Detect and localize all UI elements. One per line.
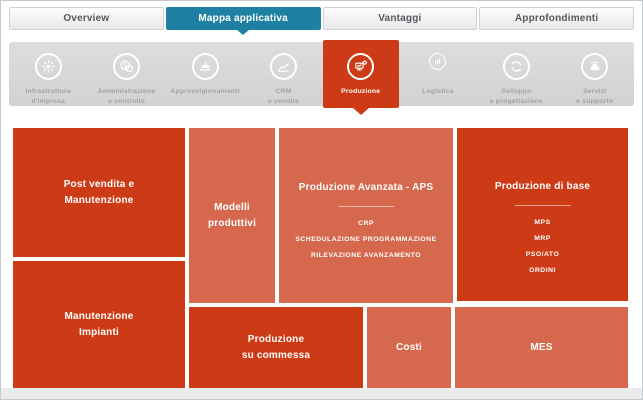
nav-item-approvvigionamenti[interactable]: Approvvigionamenti [166, 42, 244, 106]
nav-item-label: CRM e vendite [267, 88, 300, 105]
divider [514, 205, 571, 206]
block-title: MES [530, 342, 553, 353]
application-map: Post vendita e Manutenzione Manutenzione… [13, 128, 628, 389]
block-item: MPS [534, 219, 551, 226]
block-produzione-su-commessa[interactable]: Produzione su commessa [189, 307, 363, 389]
block-item: SCHEDULAZIONE PROGRAMMAZIONE [295, 236, 437, 243]
nav-item-label: Servizi e supporto [576, 88, 614, 105]
sync-arrows-icon [502, 53, 530, 80]
block-item: PSO/ATO [525, 251, 560, 258]
block-produzione-avanzata-aps[interactable]: Produzione Avanzata - APS CRP SCHEDULAZI… [279, 128, 453, 303]
block-title: Post vendita e Manutenzione [63, 178, 135, 206]
block-item: ORDINI [529, 267, 556, 274]
module-nav-bar: Infrastruttura d'impresa $ Amministrazio… [9, 40, 634, 108]
nav-item-label: Infrastruttura d'impresa [25, 88, 71, 105]
block-post-vendita-manutenzione[interactable]: Post vendita e Manutenzione [13, 128, 185, 257]
svg-text:$: $ [123, 62, 127, 70]
nav-item-logistica[interactable]: Logistica [399, 42, 477, 106]
block-title: Produzione di base [494, 181, 591, 192]
nav-item-label: Approvvigionamenti [170, 88, 240, 95]
tab-vantaggi[interactable]: Vantaggi [322, 7, 478, 30]
bottom-edge [1, 388, 642, 399]
block-produzione-di-base[interactable]: Produzione di base MPS MRP PSO/ATO ORDIN… [457, 128, 628, 301]
tab-approfondimenti-label: Approfondimenti [514, 13, 599, 24]
block-item: RILEVAZIONE AVANZAMENTO [310, 252, 422, 259]
block-manutenzione-impianti[interactable]: Manutenzione Impianti [13, 261, 185, 389]
nav-item-label: Sviluppo e progettazione [489, 88, 543, 105]
logistics-bars-icon [429, 53, 447, 70]
block-costi[interactable]: Costi [367, 307, 451, 389]
block-title: Produzione Avanzata - APS [298, 182, 434, 193]
block-title: Produzione su commessa [241, 334, 311, 361]
block-mes[interactable]: MES [455, 307, 628, 389]
block-item: CRP [358, 220, 374, 227]
production-monitor-gear-icon [347, 53, 375, 80]
nav-item-label: Amministrazione e controllo [97, 88, 156, 105]
block-item: MRP [534, 235, 551, 242]
nav-item-crm[interactable]: CRM e vendite [244, 42, 322, 106]
cloud-support-icon [581, 53, 609, 80]
tab-bar: Overview Mappa applicativa Vantaggi Appr… [9, 7, 634, 30]
procurement-basket-icon [191, 53, 219, 80]
nav-item-servizi[interactable]: Servizi e supporto [556, 42, 634, 106]
nav-item-sviluppo[interactable]: Sviluppo e progettazione [477, 42, 555, 106]
block-title: Costi [396, 342, 422, 353]
nav-item-infrastruttura[interactable]: Infrastruttura d'impresa [9, 42, 87, 106]
tab-overview-label: Overview [63, 13, 110, 24]
tab-vantaggi-label: Vantaggi [378, 13, 422, 24]
crm-chart-icon [269, 53, 297, 80]
nav-item-label: Produzione [341, 88, 381, 95]
divider [338, 206, 394, 207]
finance-coins-icon: $ [113, 53, 141, 80]
block-title: Manutenzione Impianti [64, 311, 134, 338]
tab-overview[interactable]: Overview [9, 7, 164, 30]
nav-item-produzione[interactable]: Produzione [322, 40, 399, 108]
block-title: Modelli produttivi [207, 201, 257, 229]
tab-mappa-applicativa[interactable]: Mappa applicativa [165, 7, 321, 30]
nav-item-label: Logistica [422, 88, 454, 95]
block-modelli-produttivi[interactable]: Modelli produttivi [189, 128, 275, 303]
nav-item-amministrazione[interactable]: $ Amministrazione e controllo [87, 42, 165, 106]
infrastructure-icon [34, 53, 62, 80]
tab-mappa-applicativa-label: Mappa applicativa [198, 13, 288, 24]
tab-approfondimenti[interactable]: Approfondimenti [479, 7, 634, 30]
